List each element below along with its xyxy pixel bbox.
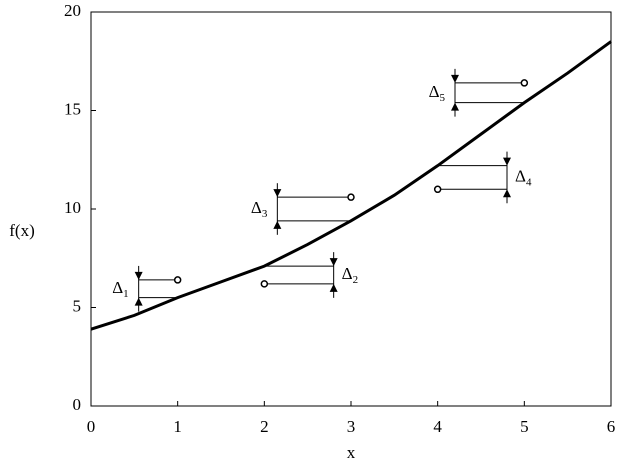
delta-symbol: Δ xyxy=(342,264,353,283)
delta-index: 3 xyxy=(262,208,268,220)
delta-symbol: Δ xyxy=(515,166,526,185)
arrow-down xyxy=(503,157,511,166)
x-tick-label: 2 xyxy=(260,417,269,436)
y-tick-label: 20 xyxy=(64,1,81,20)
delta-index: 4 xyxy=(526,176,532,188)
delta-index: 1 xyxy=(123,287,129,299)
x-tick-label: 3 xyxy=(347,417,356,436)
delta-label: Δ5 xyxy=(429,82,446,104)
arrow-up xyxy=(329,283,338,292)
data-point xyxy=(520,79,529,87)
delta-label: Δ2 xyxy=(342,264,358,286)
arrow-down xyxy=(273,189,282,198)
delta-index: 2 xyxy=(353,274,359,286)
x-tick-label: 1 xyxy=(173,417,182,436)
arrow-up xyxy=(503,189,511,198)
delta-symbol: Δ xyxy=(112,278,123,297)
plot-frame xyxy=(90,11,612,407)
data-point xyxy=(433,185,442,194)
delta-symbol: Δ xyxy=(429,82,440,101)
delta-label: Δ4 xyxy=(515,166,532,188)
x-tick-label: 6 xyxy=(607,417,616,436)
x-axis-label: x xyxy=(347,443,356,462)
residual: Δ1 xyxy=(112,265,182,312)
x-tick-label: 4 xyxy=(433,417,442,436)
arrow-down xyxy=(451,74,459,83)
residual: Δ5 xyxy=(429,68,529,117)
y-tick-label: 15 xyxy=(64,99,81,118)
arrow-down xyxy=(134,271,143,280)
y-axis-label: f(x) xyxy=(9,221,34,240)
arrow-up xyxy=(273,220,282,229)
data-point xyxy=(347,193,355,201)
residual: Δ2 xyxy=(260,252,358,298)
residual: Δ3 xyxy=(251,183,355,235)
y-tick-label: 5 xyxy=(73,296,82,315)
fit-curve xyxy=(90,40,612,331)
delta-label: Δ3 xyxy=(251,198,268,220)
x-tick-label: 0 xyxy=(87,417,96,436)
data-point xyxy=(260,280,269,288)
y-tick-label: 0 xyxy=(73,395,82,414)
x-tick-label: 5 xyxy=(520,417,529,436)
residual: Δ4 xyxy=(433,151,532,204)
arrow-up xyxy=(451,102,459,111)
arrow-up xyxy=(134,297,143,306)
arrow-down xyxy=(329,258,338,267)
y-tick-label: 10 xyxy=(64,198,81,217)
delta-index: 5 xyxy=(440,91,446,103)
data-point xyxy=(173,276,182,284)
delta-label: Δ1 xyxy=(112,278,128,300)
delta-symbol: Δ xyxy=(251,198,262,217)
